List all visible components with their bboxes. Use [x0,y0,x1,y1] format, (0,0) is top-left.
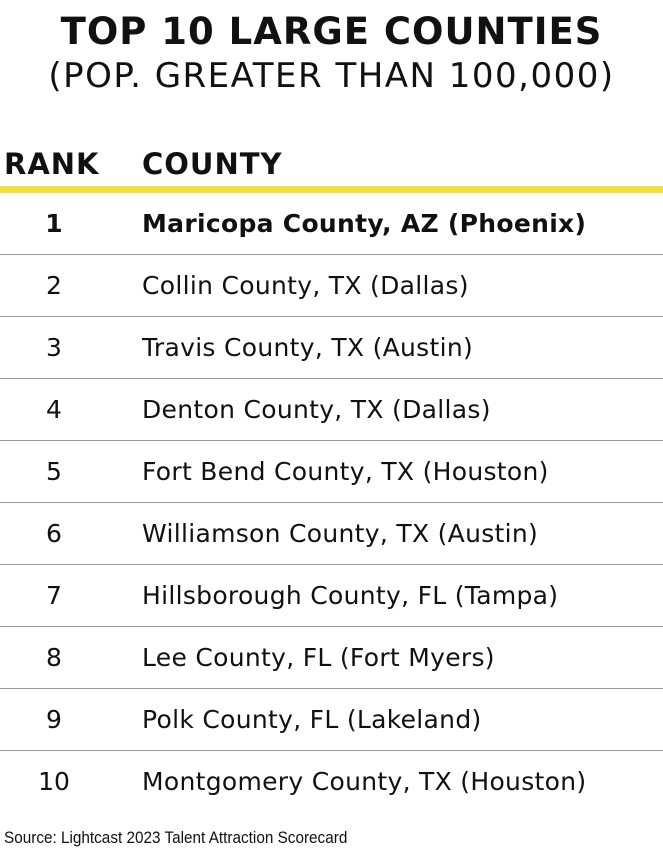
table-row: 7 Hillsborough County, FL (Tampa) [0,565,663,627]
county-cell: Fort Bend County, TX (Houston) [142,457,549,486]
county-cell: Montgomery County, TX (Houston) [142,767,587,796]
table-row: 8 Lee County, FL (Fort Myers) [0,627,663,689]
rank-cell: 6 [46,519,62,548]
rank-cell: 3 [46,333,62,362]
table-row: 3 Travis County, TX (Austin) [0,317,663,379]
header-accent-rule [0,186,663,193]
rank-cell: 4 [46,395,62,424]
county-column-header: COUNTY [142,147,283,181]
rank-cell: 5 [46,457,62,486]
rank-cell: 2 [46,271,62,300]
table-row: 5 Fort Bend County, TX (Houston) [0,441,663,503]
county-cell: Lee County, FL (Fort Myers) [142,643,495,672]
rankings-table: RANK COUNTY 1 Maricopa County, AZ (Phoen… [0,140,663,813]
rank-cell: 8 [46,643,62,672]
table-row: 6 Williamson County, TX (Austin) [0,503,663,565]
county-cell: Collin County, TX (Dallas) [142,271,469,300]
page-title: TOP 10 LARGE COUNTIES [60,10,603,53]
county-cell: Hillsborough County, FL (Tampa) [142,581,559,610]
page-subtitle: (POP. GREATER THAN 100,000) [48,56,615,96]
rank-cell: 9 [46,705,62,734]
rank-cell: 1 [45,209,63,238]
table-row: 10 Montgomery County, TX (Houston) [0,751,663,813]
rank-cell: 10 [38,767,70,796]
county-cell: Denton County, TX (Dallas) [142,395,491,424]
county-cell: Maricopa County, AZ (Phoenix) [142,209,587,238]
county-cell: Travis County, TX (Austin) [142,333,474,362]
county-cell: Polk County, FL (Lakeland) [142,705,482,734]
table-row: 1 Maricopa County, AZ (Phoenix) [0,193,663,255]
source-note: Source: Lightcast 2023 Talent Attraction… [4,828,348,847]
table-row: 9 Polk County, FL (Lakeland) [0,689,663,751]
rank-cell: 7 [46,581,62,610]
rank-column-header: RANK [4,147,100,181]
county-cell: Williamson County, TX (Austin) [142,519,539,548]
table-header-row: RANK COUNTY [0,140,663,186]
table-row: 4 Denton County, TX (Dallas) [0,379,663,441]
table-row: 2 Collin County, TX (Dallas) [0,255,663,317]
